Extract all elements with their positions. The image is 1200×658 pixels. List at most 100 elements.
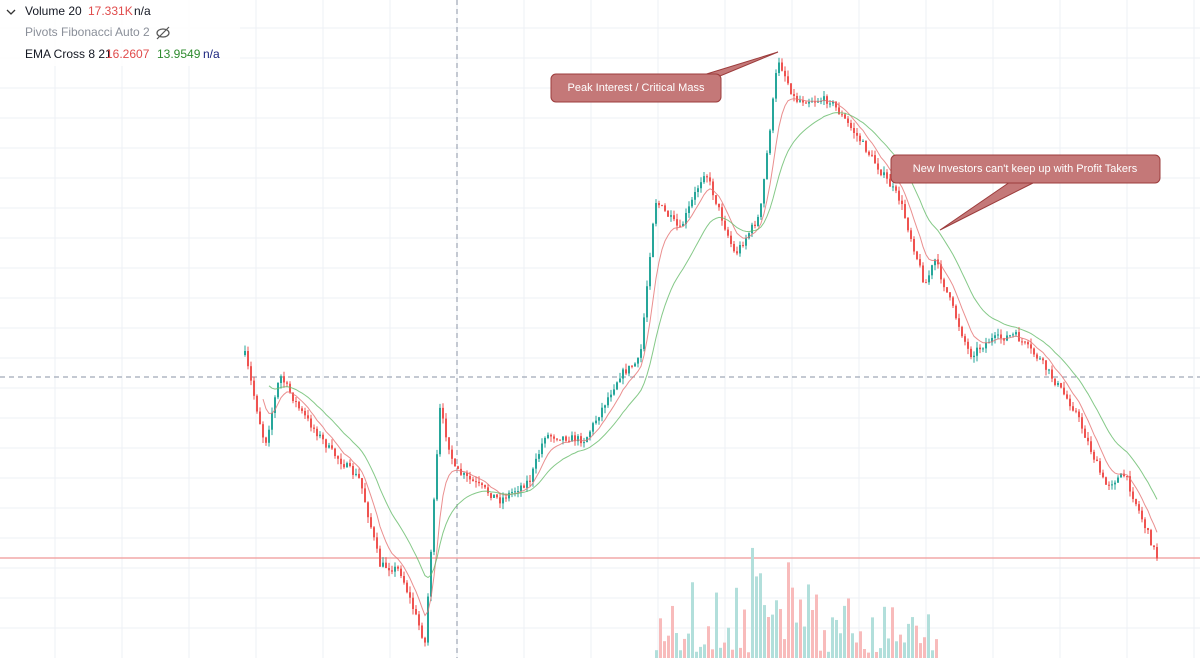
candle-body bbox=[700, 182, 702, 189]
volume-bar bbox=[903, 642, 906, 658]
candle-body bbox=[355, 473, 357, 475]
volume-bar bbox=[763, 605, 766, 658]
candle-body bbox=[493, 494, 495, 498]
candle-body bbox=[715, 195, 717, 204]
candle-body bbox=[1150, 530, 1152, 546]
volume-bar bbox=[663, 641, 666, 658]
candle-body bbox=[283, 376, 285, 383]
legend-value: 17.331K bbox=[88, 4, 133, 18]
hidden-icon[interactable] bbox=[156, 26, 170, 40]
volume-bar bbox=[891, 607, 894, 658]
candle-body bbox=[433, 499, 435, 552]
candle-body bbox=[943, 279, 945, 288]
volume-bar bbox=[923, 637, 926, 658]
candle-body bbox=[262, 424, 264, 438]
candle-body bbox=[547, 434, 549, 438]
legend-name: Volume 20 bbox=[25, 4, 82, 18]
candle-body bbox=[910, 230, 912, 239]
candle-body bbox=[646, 286, 648, 318]
candle-body bbox=[418, 614, 420, 626]
candle-body bbox=[373, 527, 375, 538]
candle-body bbox=[835, 101, 837, 108]
candle-body bbox=[934, 259, 936, 266]
candle-body bbox=[784, 70, 786, 77]
volume-bar bbox=[927, 614, 930, 658]
candle-body bbox=[340, 458, 342, 465]
candle-body bbox=[466, 473, 468, 476]
volume-bar bbox=[887, 638, 890, 658]
candle-body bbox=[685, 212, 687, 224]
candle-body bbox=[1033, 348, 1035, 355]
candle-body bbox=[1114, 482, 1116, 485]
candle-body bbox=[730, 235, 732, 244]
candle-body bbox=[643, 317, 645, 350]
candle-body bbox=[319, 434, 321, 437]
candle-body bbox=[1156, 547, 1158, 559]
candle-body bbox=[265, 437, 267, 443]
candle-body bbox=[1099, 461, 1101, 473]
candle-body bbox=[1015, 332, 1017, 335]
candle-body bbox=[1027, 342, 1029, 345]
candle-body bbox=[379, 548, 381, 567]
candle-body bbox=[400, 568, 402, 577]
callout-box bbox=[550, 73, 722, 103]
candle-body bbox=[388, 568, 390, 571]
ema-fast bbox=[262, 98, 1158, 617]
candle-body bbox=[1144, 519, 1146, 529]
candle-body bbox=[775, 73, 777, 99]
volume-bar bbox=[867, 652, 870, 658]
candle-body bbox=[856, 132, 858, 136]
candle-body bbox=[964, 336, 966, 342]
volume-bar bbox=[659, 618, 662, 658]
candle-body bbox=[631, 365, 633, 367]
candle-body bbox=[901, 200, 903, 205]
volume-bar bbox=[803, 626, 806, 658]
candle-body bbox=[268, 429, 270, 443]
candle-body bbox=[589, 431, 591, 438]
volume-bar bbox=[695, 651, 698, 658]
candle-body bbox=[1135, 499, 1137, 505]
volume-bar bbox=[727, 627, 730, 658]
volume-bar bbox=[683, 638, 686, 658]
candle-body bbox=[280, 376, 282, 383]
candle-body bbox=[454, 458, 456, 467]
candle-body bbox=[529, 480, 531, 482]
candle-body bbox=[577, 436, 579, 442]
candle-body bbox=[1153, 545, 1155, 548]
candle-body bbox=[679, 225, 681, 227]
candle-body bbox=[799, 100, 801, 102]
candle-body bbox=[1081, 417, 1083, 429]
candle-body bbox=[778, 62, 780, 74]
candle-body bbox=[838, 107, 840, 115]
volume-bar bbox=[723, 642, 726, 658]
candle-body bbox=[310, 418, 312, 428]
candle-body bbox=[973, 355, 975, 358]
candle-body bbox=[880, 169, 882, 176]
candle-body bbox=[286, 382, 288, 384]
candle-body bbox=[1000, 334, 1002, 339]
volume-bar bbox=[851, 633, 854, 658]
candle-body bbox=[1009, 335, 1011, 337]
candle-body bbox=[1105, 477, 1107, 485]
candle-body bbox=[1030, 344, 1032, 349]
candle-body bbox=[847, 118, 849, 123]
candle-body bbox=[1069, 398, 1071, 407]
volume-bar bbox=[775, 600, 778, 658]
candle-body bbox=[922, 265, 924, 283]
volume-bar bbox=[871, 617, 874, 658]
volume-bar bbox=[739, 647, 742, 658]
legend-value: n/a bbox=[134, 4, 151, 18]
candle-body bbox=[247, 351, 249, 367]
volume-bar bbox=[719, 647, 722, 658]
candle-body bbox=[1132, 491, 1134, 500]
candle-body bbox=[583, 442, 585, 444]
candle-body bbox=[244, 351, 246, 355]
candle-body bbox=[622, 369, 624, 379]
collapse-chevron[interactable] bbox=[6, 9, 16, 15]
candle-body bbox=[793, 94, 795, 96]
candle-body bbox=[763, 179, 765, 204]
candle-body bbox=[520, 485, 522, 492]
candle-body bbox=[1021, 341, 1023, 343]
candle-body bbox=[949, 292, 951, 298]
